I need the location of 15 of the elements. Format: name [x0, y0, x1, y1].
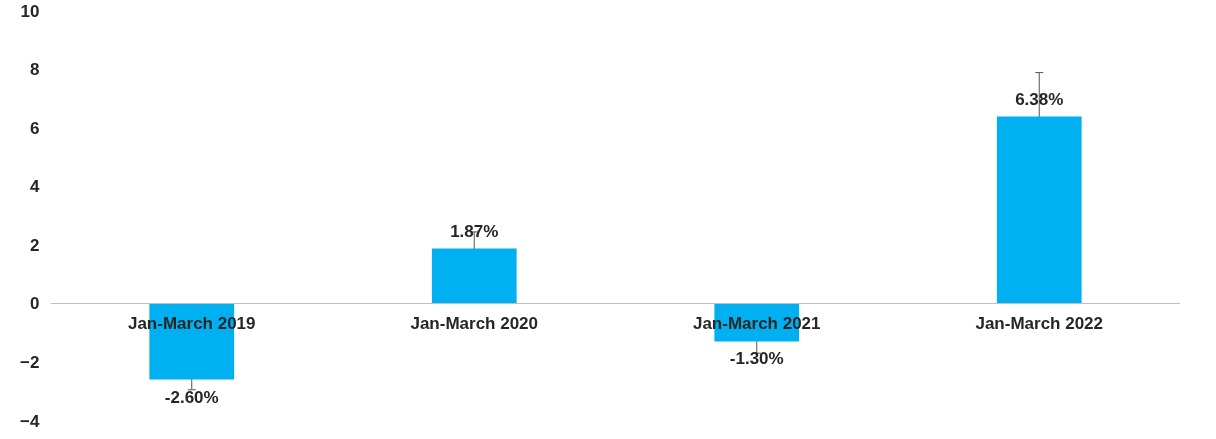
- x-tick-label: Jan-March 2022: [975, 314, 1104, 334]
- data-label: 1.87%: [450, 221, 499, 241]
- bar: [431, 248, 517, 304]
- data-label: -2.60%: [164, 387, 219, 407]
- data-label: -1.30%: [729, 349, 784, 369]
- y-tick-label: −4: [20, 411, 41, 431]
- y-tick-label: 0: [30, 294, 40, 314]
- x-tick-label: Jan-March 2020: [410, 314, 539, 334]
- y-tick-label: 4: [30, 177, 41, 197]
- bar: [996, 116, 1082, 304]
- y-tick-label: −2: [20, 352, 40, 372]
- y-tick-label: 10: [20, 1, 40, 21]
- y-tick-label: 2: [30, 235, 40, 255]
- y-tick-label: 8: [30, 60, 40, 80]
- y-tick-label: 6: [30, 118, 40, 138]
